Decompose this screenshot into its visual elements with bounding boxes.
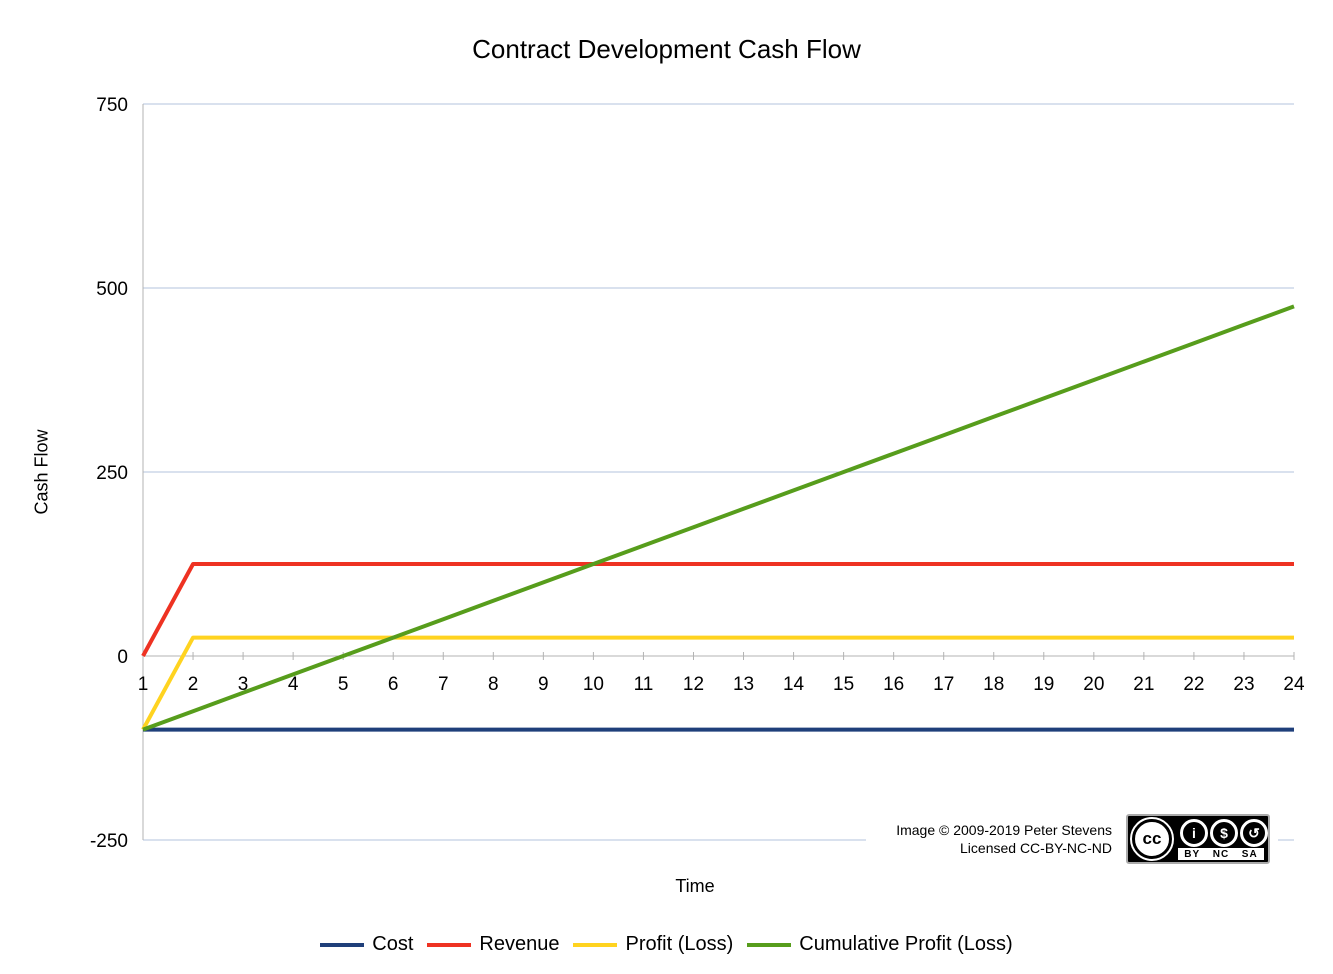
x-tick-labels: 1 2 3 4 5 6 7 8 9 10 11 12 13 14 15 16 17 18 19 20 21 22 23 24 xyxy=(138,674,1305,695)
legend: Cost Revenue Profit (Loss) Cumulative Profi… xyxy=(0,933,1333,956)
x-tick-label: 2 xyxy=(188,674,199,695)
x-tick-label: 23 xyxy=(1233,674,1254,695)
x-tick-label: 13 xyxy=(733,674,754,695)
y-tick-label: 250 xyxy=(96,463,128,484)
y-tick-labels: 750 500 250 0 -250 xyxy=(90,95,128,852)
credit-box: Image © 2009-2019 Peter Stevens Licensed… xyxy=(866,812,1278,868)
legend-swatch xyxy=(427,942,472,947)
legend-label: Revenue xyxy=(479,933,560,955)
x-tick-label: 21 xyxy=(1133,674,1154,695)
x-tick-label: 5 xyxy=(338,674,349,695)
x-tick-label: 18 xyxy=(983,674,1004,695)
x-tick-label: 12 xyxy=(683,674,704,695)
legend-item: Profit (Loss) xyxy=(573,933,733,956)
legend-item: Cumulative Profit (Loss) xyxy=(747,933,1013,956)
credit-text: Image © 2009-2019 Peter Stevens Licensed… xyxy=(896,821,1112,857)
cc-icon: cc xyxy=(1130,817,1174,861)
credit-line-1: Image © 2009-2019 Peter Stevens xyxy=(896,822,1112,838)
cc-label-by: BY xyxy=(1184,848,1201,860)
credit-line-2: Licensed CC-BY-NC-ND xyxy=(960,840,1112,856)
y-axis-label: Cash Flow xyxy=(31,429,52,515)
x-tick-label: 15 xyxy=(833,674,854,695)
chart-title: Contract Development Cash Flow xyxy=(472,34,861,64)
x-tick-label: 11 xyxy=(634,674,654,695)
x-tick-label: 16 xyxy=(883,674,904,695)
sharealike-icon: ↺ xyxy=(1240,819,1268,847)
x-tick-label: 9 xyxy=(538,674,549,695)
y-tick-label: -250 xyxy=(90,831,128,852)
x-tick-label: 6 xyxy=(388,674,399,695)
legend-label: Profit (Loss) xyxy=(625,933,734,955)
x-tick-label: 20 xyxy=(1083,674,1104,695)
x-axis-label: Time xyxy=(675,876,715,896)
y-tick-label: 0 xyxy=(117,647,128,668)
attribution-icon: i xyxy=(1180,819,1208,847)
x-tick-label: 4 xyxy=(288,674,299,695)
cc-license-badge: cc i $ ↺ BY NC SA xyxy=(1126,814,1270,864)
x-tick-label: 19 xyxy=(1033,674,1054,695)
y-tick-label: 500 xyxy=(96,279,128,300)
x-tick-label: 10 xyxy=(583,674,604,695)
x-tick-label: 17 xyxy=(933,674,954,695)
legend-swatch xyxy=(573,942,618,947)
cc-badge-labels: BY NC SA xyxy=(1178,848,1264,860)
x-tick-label: 1 xyxy=(138,674,149,695)
series-line-3 xyxy=(142,304,1295,732)
x-tick-label: 8 xyxy=(488,674,499,695)
legend-item: Revenue xyxy=(427,933,559,956)
x-tick-label: 22 xyxy=(1183,674,1204,695)
x-tick-label: 14 xyxy=(783,674,805,695)
x-tick-label: 24 xyxy=(1283,674,1305,695)
noncommercial-icon: $ xyxy=(1210,819,1238,847)
x-tick-label: 3 xyxy=(238,674,249,695)
series-line-1 xyxy=(141,562,1294,657)
legend-label: Cost xyxy=(372,933,414,955)
series-line-2 xyxy=(141,635,1294,731)
x-tick-label: 7 xyxy=(438,674,449,695)
axes xyxy=(142,104,1295,840)
legend-swatch xyxy=(320,942,365,947)
y-tick-label: 750 xyxy=(96,95,128,116)
series-lines xyxy=(141,304,1295,732)
legend-label: Cumulative Profit (Loss) xyxy=(799,933,1013,955)
legend-swatch xyxy=(747,942,792,947)
legend-item: Cost xyxy=(320,933,413,956)
cc-label-sa: SA xyxy=(1241,848,1258,860)
cc-label-nc: NC xyxy=(1212,848,1230,860)
